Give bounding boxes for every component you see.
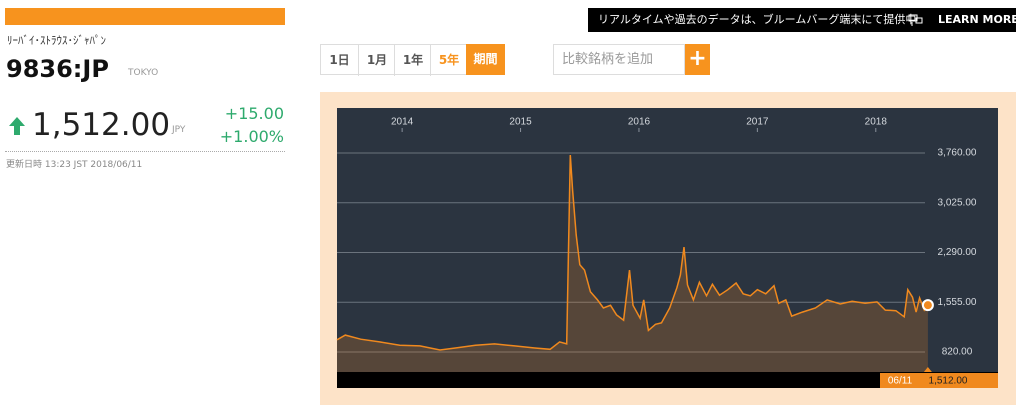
change-pct: +1.00% [219,127,284,146]
y-tick-label: 3,025.00 [938,197,977,208]
banner: リアルタイムや過去のデータは、ブルームバーグ端末にて提供中 LEARN MORE [588,8,1019,32]
y-tick-label: 1,555.00 [938,297,977,308]
chart: 2014 2015 2016 2017 2018 820.00 1,555.00 2,290.… [320,92,1016,405]
price-line [336,154,929,351]
last-pointer [923,367,932,372]
range-button[interactable]: 1月 [358,45,395,76]
add-button[interactable]: + [685,44,710,75]
ticker: 9836:JP [6,55,109,83]
last-date: 06/11 [888,376,913,387]
banner-text: リアルタイムや過去のデータは、ブルームバーグ端末にて提供中 [598,13,917,26]
learn-more[interactable]: LEARN MORE [938,13,1019,26]
range-button[interactable]: 期間 [466,44,505,75]
date-strip [337,372,998,388]
y-tick-label: 820.00 [942,347,973,358]
x-tick-label: 2018 [865,117,888,128]
currency: JPY [172,125,186,135]
change: +15.00 [224,104,284,123]
divider [5,151,285,152]
up-arrow [9,117,25,135]
last-point [921,299,934,312]
compare-input[interactable]: 比較銘柄を追加 [553,44,685,75]
company-name: ﾘｰﾊﾞｲ･ｽﾄﾗｳｽ･ｼﾞｬﾊﾟﾝ [7,34,106,47]
exchange: TOKYO [128,68,159,78]
x-tick-label: 2015 [509,117,532,128]
last-price: 1,512.00 [929,376,968,387]
x-tick-label: 2017 [746,117,769,128]
y-tick-label: 3,760.00 [938,148,977,159]
area-fill [337,155,928,372]
updated-time: 更新日時 13:23 JST 2018/06/11 [6,160,143,170]
price: 1,512.00 [32,107,171,143]
range-button[interactable]: 1日 [329,53,350,67]
terminal-icon [908,14,923,26]
range-button[interactable]: 5年 [430,45,467,76]
range-selector: 1日 1月 1年 5年 期間 [320,44,505,76]
y-tick-label: 2,290.00 [938,247,977,258]
x-tick-label: 2016 [628,117,651,128]
accent-bar [5,8,285,25]
chart-background [337,108,998,372]
x-tick-label: 2014 [391,117,414,128]
last-label-box [880,373,998,388]
range-button[interactable]: 1年 [394,45,431,76]
